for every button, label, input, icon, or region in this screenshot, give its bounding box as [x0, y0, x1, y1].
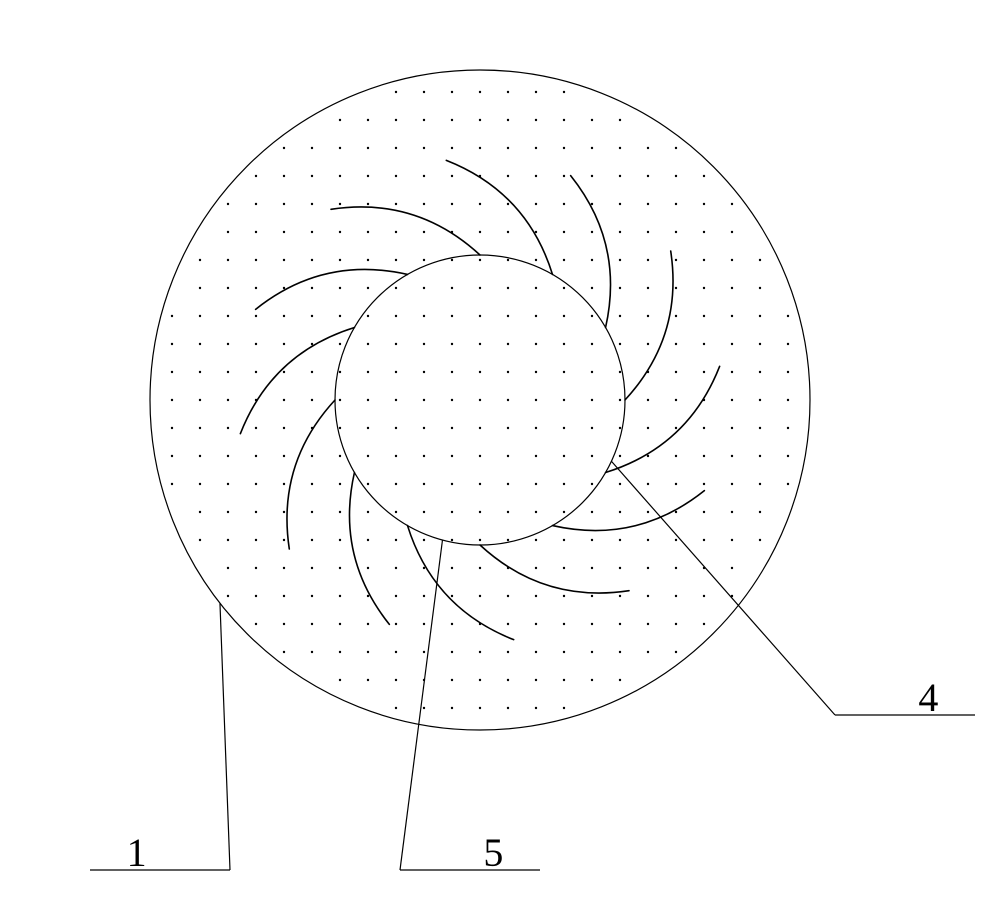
vane: [349, 473, 389, 625]
vane: [331, 207, 480, 255]
leader-line-1: [220, 603, 230, 870]
leader-label-4: 4: [918, 675, 938, 720]
vane: [606, 366, 720, 472]
leaders: 1 4 5: [90, 461, 975, 875]
vane: [446, 160, 552, 274]
diagram-stage: 1 4 5: [0, 0, 1000, 900]
vane: [625, 251, 673, 400]
leader-label-5: 5: [483, 830, 503, 875]
vane: [571, 176, 611, 328]
leader-label-1: 1: [127, 830, 147, 875]
vane: [553, 491, 705, 531]
vane: [256, 269, 408, 309]
vane: [287, 400, 335, 549]
vane: [240, 328, 354, 434]
vane: [480, 545, 629, 593]
dot-grid: [171, 91, 789, 709]
leader-line-4: [611, 461, 835, 715]
vane: [408, 526, 514, 640]
diagram-svg: 1 4 5: [0, 0, 1000, 900]
leader-line-5: [400, 540, 442, 870]
